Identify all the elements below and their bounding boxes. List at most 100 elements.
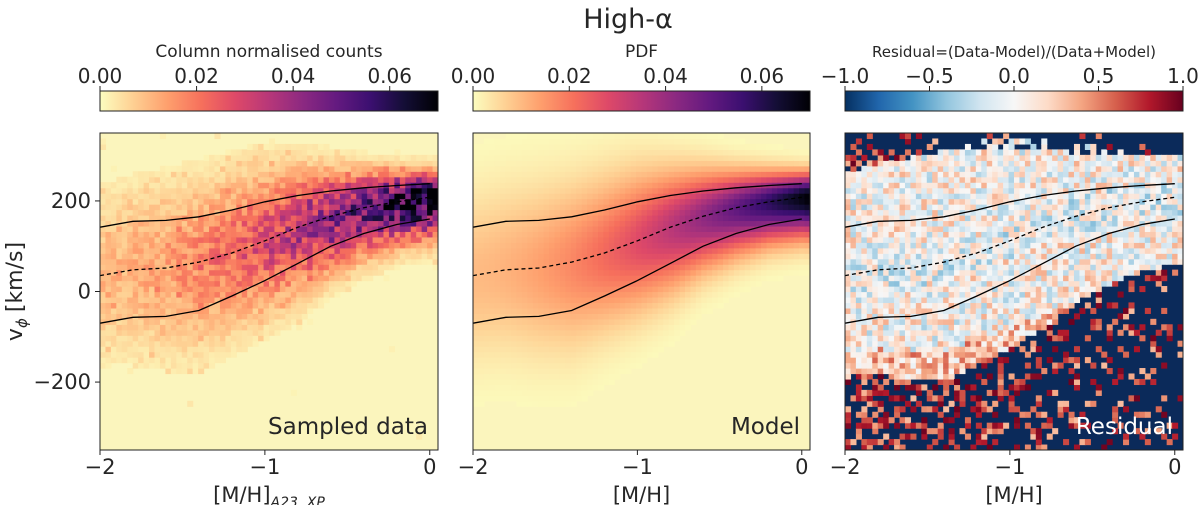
heatmap-cell: [296, 291, 303, 298]
heatmap-cell: [549, 318, 556, 325]
heatmap-cell: [625, 275, 632, 282]
heatmap-cell: [296, 160, 303, 167]
heatmap-cell: [630, 291, 637, 298]
heatmap-cell: [198, 318, 205, 325]
heatmap-cell: [312, 214, 319, 222]
heatmap-cell: [712, 198, 719, 205]
heatmap-cell: [549, 351, 556, 358]
heatmap-cell: [307, 307, 314, 314]
heatmap-cell: [350, 264, 357, 271]
heatmap-cell: [581, 187, 588, 194]
heatmap-cell: [845, 171, 852, 178]
heatmap-cell: [592, 324, 599, 331]
heatmap-cell: [592, 280, 599, 287]
heatmap-cell: [367, 209, 374, 216]
heatmap-cell: [127, 269, 134, 276]
heatmap-cell: [192, 193, 199, 200]
heatmap-cell: [739, 264, 746, 271]
heatmap-cell: [663, 264, 670, 271]
heatmap-cell: [143, 275, 150, 282]
heatmap-cell: [866, 373, 873, 380]
heatmap-cell: [570, 225, 577, 232]
heatmap-cell: [165, 362, 172, 369]
heatmap-cell: [127, 329, 134, 336]
heatmap-cell: [592, 286, 599, 293]
heatmap-cell: [285, 247, 292, 254]
heatmap-cell: [421, 209, 428, 216]
heatmap-cell: [198, 220, 205, 227]
heatmap-cell: [603, 143, 610, 150]
heatmap-cell: [345, 220, 352, 227]
heatmap-cell: [695, 296, 702, 304]
heatmap-cell: [372, 225, 379, 232]
heatmap-cell: [274, 165, 281, 172]
heatmap-cell: [170, 346, 177, 353]
heatmap-cell: [855, 209, 862, 216]
heatmap-cell: [405, 198, 412, 205]
heatmap-cell: [587, 220, 594, 227]
heatmap-cell: [296, 307, 303, 314]
heatmap-cell: [252, 253, 259, 260]
heatmap-cell: [149, 214, 156, 222]
heatmap-cell: [483, 368, 490, 375]
heatmap-cell: [636, 176, 643, 183]
heatmap-cell: [581, 357, 588, 364]
heatmap-cell: [252, 231, 259, 238]
heatmap-cell: [176, 247, 183, 254]
heatmap-cell: [516, 209, 523, 216]
heatmap-cell: [761, 236, 768, 243]
heatmap-cell: [279, 296, 286, 304]
heatmap-cell: [888, 307, 895, 314]
heatmap-cell: [378, 171, 385, 178]
heatmap-cell: [592, 373, 599, 380]
heatmap-cell: [690, 220, 697, 227]
heatmap-cell: [646, 236, 653, 243]
heatmap-cell: [121, 225, 128, 232]
heatmap-cell: [625, 340, 632, 347]
heatmap-cell: [521, 275, 528, 282]
heatmap-cell: [543, 368, 550, 375]
heatmap-cell: [170, 231, 177, 238]
heatmap-cell: [657, 154, 664, 161]
heatmap-cell: [416, 242, 423, 249]
heatmap-cell: [684, 269, 692, 276]
heatmap-cell: [110, 286, 117, 293]
heatmap-cell: [170, 225, 177, 232]
heatmap-cell: [855, 160, 862, 167]
heatmap-cell: [105, 269, 112, 276]
heatmap-cell: [505, 269, 512, 276]
heatmap-cell: [804, 214, 810, 222]
heatmap-cell: [383, 225, 390, 232]
heatmap-cell: [416, 247, 423, 254]
heatmap-cell: [894, 406, 901, 413]
heatmap-cell: [394, 193, 401, 200]
heatmap-cell: [416, 198, 423, 205]
heatmap-cell: [883, 417, 890, 424]
heatmap-cell: [328, 247, 336, 254]
heatmap-cell: [750, 154, 757, 161]
heatmap-cell: [538, 133, 545, 140]
heatmap-cell: [543, 296, 550, 304]
heatmap-cell: [405, 258, 412, 265]
heatmap-cell: [367, 220, 374, 227]
heatmap-cell: [334, 275, 341, 282]
heatmap-cell: [668, 275, 675, 282]
heatmap-cell: [241, 214, 248, 222]
heatmap-cell: [236, 176, 243, 183]
heatmap-cell: [121, 247, 128, 254]
heatmap-cell: [733, 138, 740, 145]
heatmap-cell: [252, 198, 259, 205]
heatmap-cell: [674, 231, 681, 238]
heatmap-cell: [766, 176, 773, 183]
heatmap-cell: [127, 313, 134, 320]
heatmap-cell: [766, 225, 773, 232]
heatmap-cell: [845, 313, 852, 320]
heatmap-cell: [432, 231, 438, 238]
heatmap-cell: [421, 204, 428, 211]
heatmap-cell: [478, 302, 485, 309]
heatmap-cell: [543, 318, 550, 325]
heatmap-cell: [570, 214, 577, 222]
heatmap-cell: [230, 275, 237, 282]
heatmap-cell: [165, 204, 172, 211]
heatmap-cell: [361, 214, 368, 222]
